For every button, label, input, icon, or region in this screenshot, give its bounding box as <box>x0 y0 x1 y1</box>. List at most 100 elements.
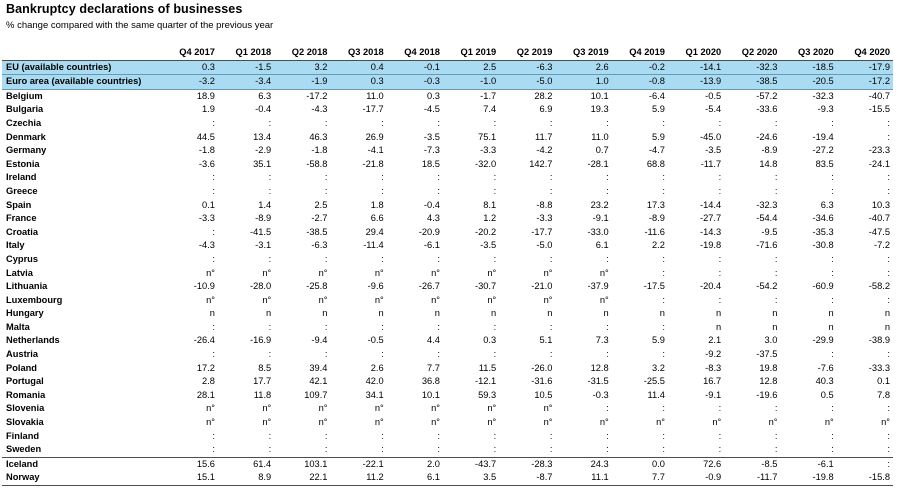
table-cell: : <box>662 294 665 305</box>
table-cell: : <box>831 444 834 455</box>
table-cell: -17.2 <box>306 90 328 101</box>
table-cell: n° <box>374 403 384 414</box>
table-cell: n° <box>431 267 440 278</box>
row-label: Slovakia <box>6 417 44 428</box>
table-cell: : <box>606 321 609 332</box>
table-cell: -33.0 <box>587 226 609 237</box>
table-cell: : <box>662 444 665 455</box>
table-row: Ireland::::::::::::: <box>2 171 893 185</box>
table-cell: : <box>887 185 890 196</box>
table-cell: -1.8 <box>311 145 328 156</box>
table-cell: : <box>549 253 553 264</box>
table-cell: : <box>887 403 890 414</box>
column-header: Q1 2020 <box>667 46 725 61</box>
row-label: Iceland <box>2 456 162 472</box>
table-cell: 0.0 <box>611 456 668 472</box>
table-cell: : <box>381 253 384 264</box>
table-cell: 11.2 <box>330 471 387 487</box>
table-cell: 10.5 <box>534 389 553 400</box>
table-cell: 59.3 <box>478 389 497 400</box>
table-cell: 109.7 <box>304 389 328 400</box>
table-cell: 12.8 <box>759 376 778 387</box>
table-cell: -27.7 <box>700 213 722 224</box>
table-cell: -7.6 <box>817 362 834 373</box>
table-cell: : <box>381 349 384 360</box>
table-cell: 72.6 <box>667 456 725 472</box>
table-row: Luxembourg n° n° n° n° n° n° n° n°::::: <box>2 294 893 308</box>
table-cell: n <box>209 308 215 319</box>
table-cell: -38.9 <box>868 335 890 346</box>
table-cell: : <box>662 253 665 264</box>
table-cell: -32.3 <box>812 90 834 101</box>
table-cell: 39.4 <box>309 362 328 373</box>
table-cell: n° <box>206 417 215 428</box>
table-cell: -0.5 <box>705 90 722 101</box>
table-cell: -37.9 <box>587 281 609 292</box>
table-cell: n <box>884 308 890 319</box>
table-cell: n° <box>543 267 553 278</box>
table-cell: -9.2 <box>705 349 722 360</box>
table-title: Bankruptcy declarations of businesses <box>6 2 243 16</box>
table-cell: : <box>268 172 272 183</box>
table-cell: : <box>774 172 778 183</box>
table-cell: 15.6 <box>161 456 218 472</box>
table-cell: 40.3 <box>815 376 834 387</box>
table-cell: -0.3 <box>592 389 609 400</box>
table-cell: -0.8 <box>611 74 668 90</box>
table-cell: 0.1 <box>877 376 890 387</box>
table-cell: -3.5 <box>705 145 722 156</box>
table-row: Slovakia n° n° n° n° n° n° n° n° n° n° n° n° n° <box>2 416 893 430</box>
table-cell: 6.6 <box>370 213 384 224</box>
row-label: Germany <box>6 145 47 156</box>
row-label: Luxembourg <box>6 294 63 305</box>
table-cell: : <box>774 267 778 278</box>
row-label: Hungary <box>6 308 44 319</box>
table-cell: -15.5 <box>868 104 890 115</box>
table-cell: n° <box>543 294 553 305</box>
table-cell: : <box>718 172 722 183</box>
table-cell: -29.9 <box>812 335 834 346</box>
table-cell: : <box>268 349 272 360</box>
table-cell: -8.5 <box>724 456 781 472</box>
table-cell: 18.9 <box>196 90 215 101</box>
row-label: Czechia <box>6 117 42 128</box>
table-cell: -17.7 <box>531 226 553 237</box>
row-label: Romania <box>6 389 46 400</box>
table-cell: 3.5 <box>442 471 500 487</box>
table-cell: 29.4 <box>365 226 384 237</box>
table-cell: -5.0 <box>499 74 556 90</box>
table-cell: : <box>437 430 440 441</box>
table-cell: : <box>662 117 665 128</box>
table-cell: -28.0 <box>250 281 272 292</box>
table-cell: 1.8 <box>370 199 384 210</box>
table-cell: n <box>603 308 609 319</box>
table-cell: 2.6 <box>555 60 612 76</box>
column-header: Q4 2020 <box>836 46 893 61</box>
table-cell: n <box>772 308 778 319</box>
table-cell: 16.7 <box>703 376 722 387</box>
table-row: Cyprus::::::::::::: <box>2 253 893 267</box>
table-cell: -3.3 <box>480 145 497 156</box>
table-cell: : <box>606 349 609 360</box>
row-label: Finland <box>6 430 40 441</box>
table-cell: 2.0 <box>386 456 443 472</box>
table-cell: -17.5 <box>643 281 665 292</box>
table-cell: 6.1 <box>386 471 443 487</box>
table-cell: : <box>437 253 440 264</box>
table-row: Malta::::::::: n n n n <box>2 321 893 335</box>
table-cell: : <box>493 185 497 196</box>
column-header: Q2 2019 <box>499 46 556 61</box>
table-cell: -11.6 <box>644 226 665 237</box>
table-cell: -4.1 <box>367 145 384 156</box>
table-cell: n° <box>206 294 215 305</box>
row-label: Italy <box>6 240 25 251</box>
table-cell: : <box>718 267 722 278</box>
table-cell: : <box>718 444 722 455</box>
table-cell: : <box>493 430 497 441</box>
table-cell: : <box>381 321 384 332</box>
table-cell: -54.4 <box>756 213 778 224</box>
table-cell: 7.4 <box>483 104 497 115</box>
column-header: Q3 2020 <box>780 46 837 61</box>
table-cell: -60.9 <box>812 281 834 292</box>
table-cell: n° <box>487 403 497 414</box>
